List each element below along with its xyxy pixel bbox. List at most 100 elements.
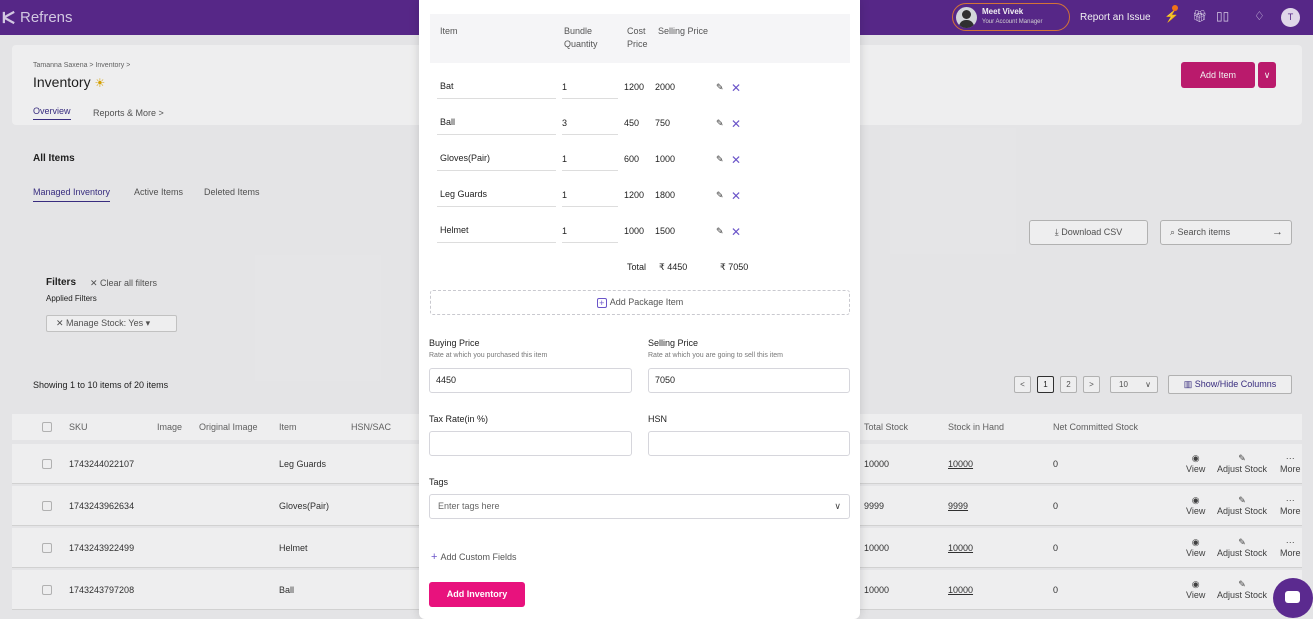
ellipsis-icon: ··· <box>1285 537 1295 547</box>
bell-icon[interactable]: ♢ <box>1254 9 1265 23</box>
package-item-field[interactable]: Gloves(Pair) <box>440 153 491 163</box>
tags-input[interactable]: Enter tags here ∨ <box>429 494 850 519</box>
add-package-item-button[interactable]: + Add Package Item <box>430 290 850 315</box>
add-inventory-button[interactable]: Add Inventory <box>429 582 525 607</box>
close-icon[interactable]: ✕ <box>731 117 742 131</box>
package-qty-field[interactable]: 1 <box>562 82 568 92</box>
breadcrumb[interactable]: Tamanna Saxena > Inventory > <box>33 62 131 69</box>
adjust-stock-action[interactable]: ✎ Adjust Stock <box>1217 579 1268 600</box>
add-item-button[interactable]: Add Item <box>1181 62 1255 88</box>
adjust-stock-action[interactable]: ✎ Adjust Stock <box>1217 495 1268 516</box>
more-action[interactable]: ··· More <box>1280 537 1301 558</box>
package-item-field[interactable]: Helmet <box>440 225 469 235</box>
refrens-logo-icon <box>2 10 15 25</box>
view-action[interactable]: ◉ View <box>1186 537 1206 558</box>
pagination-page-1[interactable]: 1 <box>1037 376 1054 393</box>
package-qty-field[interactable]: 1 <box>562 190 568 200</box>
chat-icon[interactable] <box>1273 578 1313 618</box>
stock-in-hand-link[interactable]: 9999 <box>948 501 969 511</box>
close-icon[interactable]: ✕ <box>56 318 67 328</box>
pagination-next[interactable]: > <box>1083 376 1100 393</box>
buying-price-input[interactable]: 4450 <box>429 368 632 393</box>
column-header-item[interactable]: Item <box>279 422 297 432</box>
download-csv-button[interactable]: ⤓ Download CSV <box>1029 220 1148 245</box>
tab-active-items[interactable]: Active Items <box>134 187 184 197</box>
pencil-icon[interactable]: ✎ <box>716 118 724 128</box>
adjust-stock-action[interactable]: ✎ Adjust Stock <box>1217 537 1268 558</box>
pagination-page-2[interactable]: 2 <box>1060 376 1077 393</box>
column-header-sku[interactable]: SKU <box>69 422 88 432</box>
column-header-net-committed[interactable]: Net Committed Stock <box>1053 422 1139 432</box>
stock-in-hand-link[interactable]: 10000 <box>948 459 974 469</box>
package-qty-field[interactable]: 1 <box>562 226 568 236</box>
pagination-prev[interactable]: < <box>1014 376 1031 393</box>
clear-filters-button[interactable]: ✕ Clear all filters <box>90 278 158 288</box>
column-header-image: Image <box>157 422 183 432</box>
more-action[interactable]: ··· More <box>1280 453 1301 474</box>
view-action[interactable]: ◉ View <box>1186 579 1206 600</box>
close-icon[interactable]: ✕ <box>731 189 742 203</box>
add-item-dropdown-button[interactable]: ∨ <box>1258 62 1276 88</box>
report-issue-link[interactable]: Report an Issue <box>1080 12 1151 23</box>
row-checkbox[interactable] <box>42 585 52 595</box>
close-icon[interactable]: ✕ <box>731 81 742 95</box>
view-action[interactable]: ◉ View <box>1186 495 1206 516</box>
column-header-stock-in-hand[interactable]: Stock in Hand <box>948 422 1005 432</box>
tab-overview[interactable]: Overview <box>33 106 71 120</box>
filter-chip[interactable]: ✕ Manage Stock: Yes ▾ <box>46 315 177 332</box>
view-action[interactable]: ◉ View <box>1186 453 1206 474</box>
pencil-icon[interactable]: ✎ <box>716 226 724 236</box>
package-item-field[interactable]: Leg Guards <box>440 189 488 199</box>
stock-in-hand-link[interactable]: 10000 <box>948 585 974 595</box>
more-action[interactable]: ··· More <box>1280 495 1301 516</box>
selling-price-help: Rate at which you are going to sell this… <box>648 352 784 359</box>
account-manager-pill[interactable]: Meet Vivek Your Account Manager <box>952 3 1070 31</box>
search-input[interactable]: ⌕ Search items → <box>1160 220 1292 245</box>
item-cell: Leg Guards <box>279 459 327 469</box>
package-item-underline <box>437 170 556 171</box>
pencil-icon: ✎ <box>1238 579 1246 589</box>
ellipsis-icon: ··· <box>1285 453 1295 463</box>
package-table-header <box>430 14 850 63</box>
hsn-input[interactable] <box>648 431 850 456</box>
close-icon[interactable]: ✕ <box>731 153 742 167</box>
pencil-icon[interactable]: ✎ <box>716 154 724 164</box>
applied-filters-label: Applied Filters <box>46 294 97 303</box>
buying-price-label: Buying Price <box>429 338 480 348</box>
row-checkbox[interactable] <box>42 501 52 511</box>
package-item-field[interactable]: Bat <box>440 81 454 91</box>
total-stock-cell: 9999 <box>864 501 885 511</box>
tab-managed-inventory[interactable]: Managed Inventory <box>33 187 111 202</box>
pencil-icon[interactable]: ✎ <box>716 190 724 200</box>
column-header-total-stock[interactable]: Total Stock <box>864 422 909 432</box>
gift-icon[interactable]: 🎁︎ <box>1192 9 1208 23</box>
stock-in-hand-link[interactable]: 10000 <box>948 543 974 553</box>
per-page-select[interactable]: 10 ∨ <box>1110 376 1158 393</box>
book-icon[interactable]: ▯▯ <box>1216 9 1230 23</box>
eye-icon: ◉ <box>1191 453 1200 463</box>
plus-square-icon: + <box>596 298 607 308</box>
selling-price-input[interactable]: 7050 <box>648 368 850 393</box>
package-qty-field[interactable]: 1 <box>562 154 568 164</box>
tab-reports[interactable]: Reports & More > <box>93 108 164 118</box>
package-qty-field[interactable]: 3 <box>562 118 568 128</box>
column-header-hsn[interactable]: HSN/SAC <box>351 422 392 432</box>
lightning-icon[interactable]: ⚡ <box>1164 9 1179 23</box>
package-item-field[interactable]: Ball <box>440 117 456 127</box>
add-custom-fields-button[interactable]: + Add Custom Fields <box>431 551 517 563</box>
tab-deleted-items[interactable]: Deleted Items <box>204 187 260 197</box>
pencil-icon[interactable]: ✎ <box>716 82 724 92</box>
package-col-item: Item <box>440 26 458 36</box>
package-sell-value: 1800 <box>655 190 676 200</box>
adjust-stock-action[interactable]: ✎ Adjust Stock <box>1217 453 1268 474</box>
row-checkbox[interactable] <box>42 459 52 469</box>
close-icon[interactable]: ✕ <box>731 225 742 239</box>
row-checkbox[interactable] <box>42 543 52 553</box>
select-all-checkbox[interactable] <box>42 422 52 432</box>
tax-rate-input[interactable] <box>429 431 632 456</box>
package-qty-underline <box>562 170 618 171</box>
show-hide-columns-button[interactable]: ▥ Show/Hide Columns <box>1168 375 1292 394</box>
filters-title: Filters <box>46 277 77 288</box>
user-avatar[interactable]: T <box>1281 8 1300 27</box>
brand-logo[interactable]: Refrens <box>2 9 73 26</box>
